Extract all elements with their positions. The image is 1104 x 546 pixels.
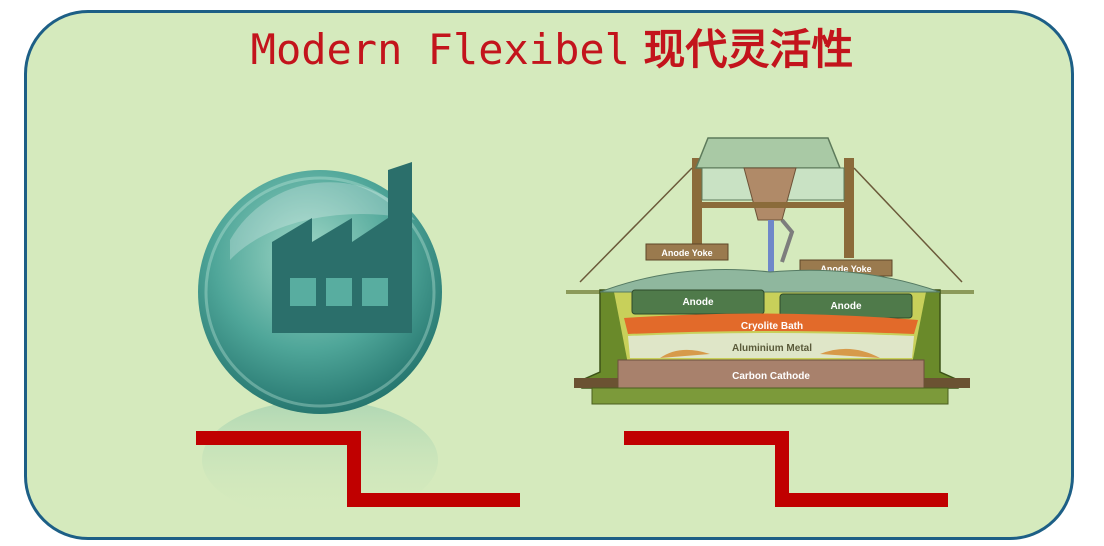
busbar-left (574, 378, 618, 388)
busbar-right (924, 378, 970, 388)
step-line-right (624, 431, 948, 507)
anode-yoke-left (645, 243, 729, 261)
anode-left (631, 289, 765, 315)
hood (694, 137, 842, 169)
guy-line-left (579, 167, 693, 283)
anode-rod (768, 220, 774, 300)
label-anode-right: Anode (830, 301, 862, 312)
label-anode-yoke-right: Anode Yoke (820, 264, 871, 274)
carbon-cathode (617, 359, 925, 391)
cell-base (591, 387, 949, 405)
frame-crossbar (692, 202, 854, 208)
label-aluminium-metal: Aluminium Metal (732, 343, 812, 354)
title-english: Modern Flexibel (250, 25, 630, 74)
title-chinese: 现代灵活性 (643, 25, 854, 74)
label-carbon-cathode: Carbon Cathode (732, 371, 810, 382)
label-cryolite-bath: Cryolite Bath (741, 321, 803, 332)
crust-cover (599, 269, 941, 293)
label-anode-left: Anode (682, 297, 714, 308)
step-line-left (196, 431, 520, 507)
cryolite-bath (624, 313, 918, 334)
orb-reflection (202, 400, 438, 520)
ore-hopper (743, 167, 797, 221)
smelting-cell-diagram: Anode Yoke Anode Yoke Anode Anode Cryoli… (566, 137, 974, 405)
factory-icon (198, 162, 442, 414)
content-panel (24, 10, 1074, 540)
page-title: Modern Flexibel 现代灵活性 (0, 26, 1104, 74)
factory-orb (198, 162, 442, 520)
guy-line-right (853, 167, 963, 283)
label-anode-yoke-left: Anode Yoke (661, 248, 712, 258)
feeder-pipe (780, 218, 795, 263)
